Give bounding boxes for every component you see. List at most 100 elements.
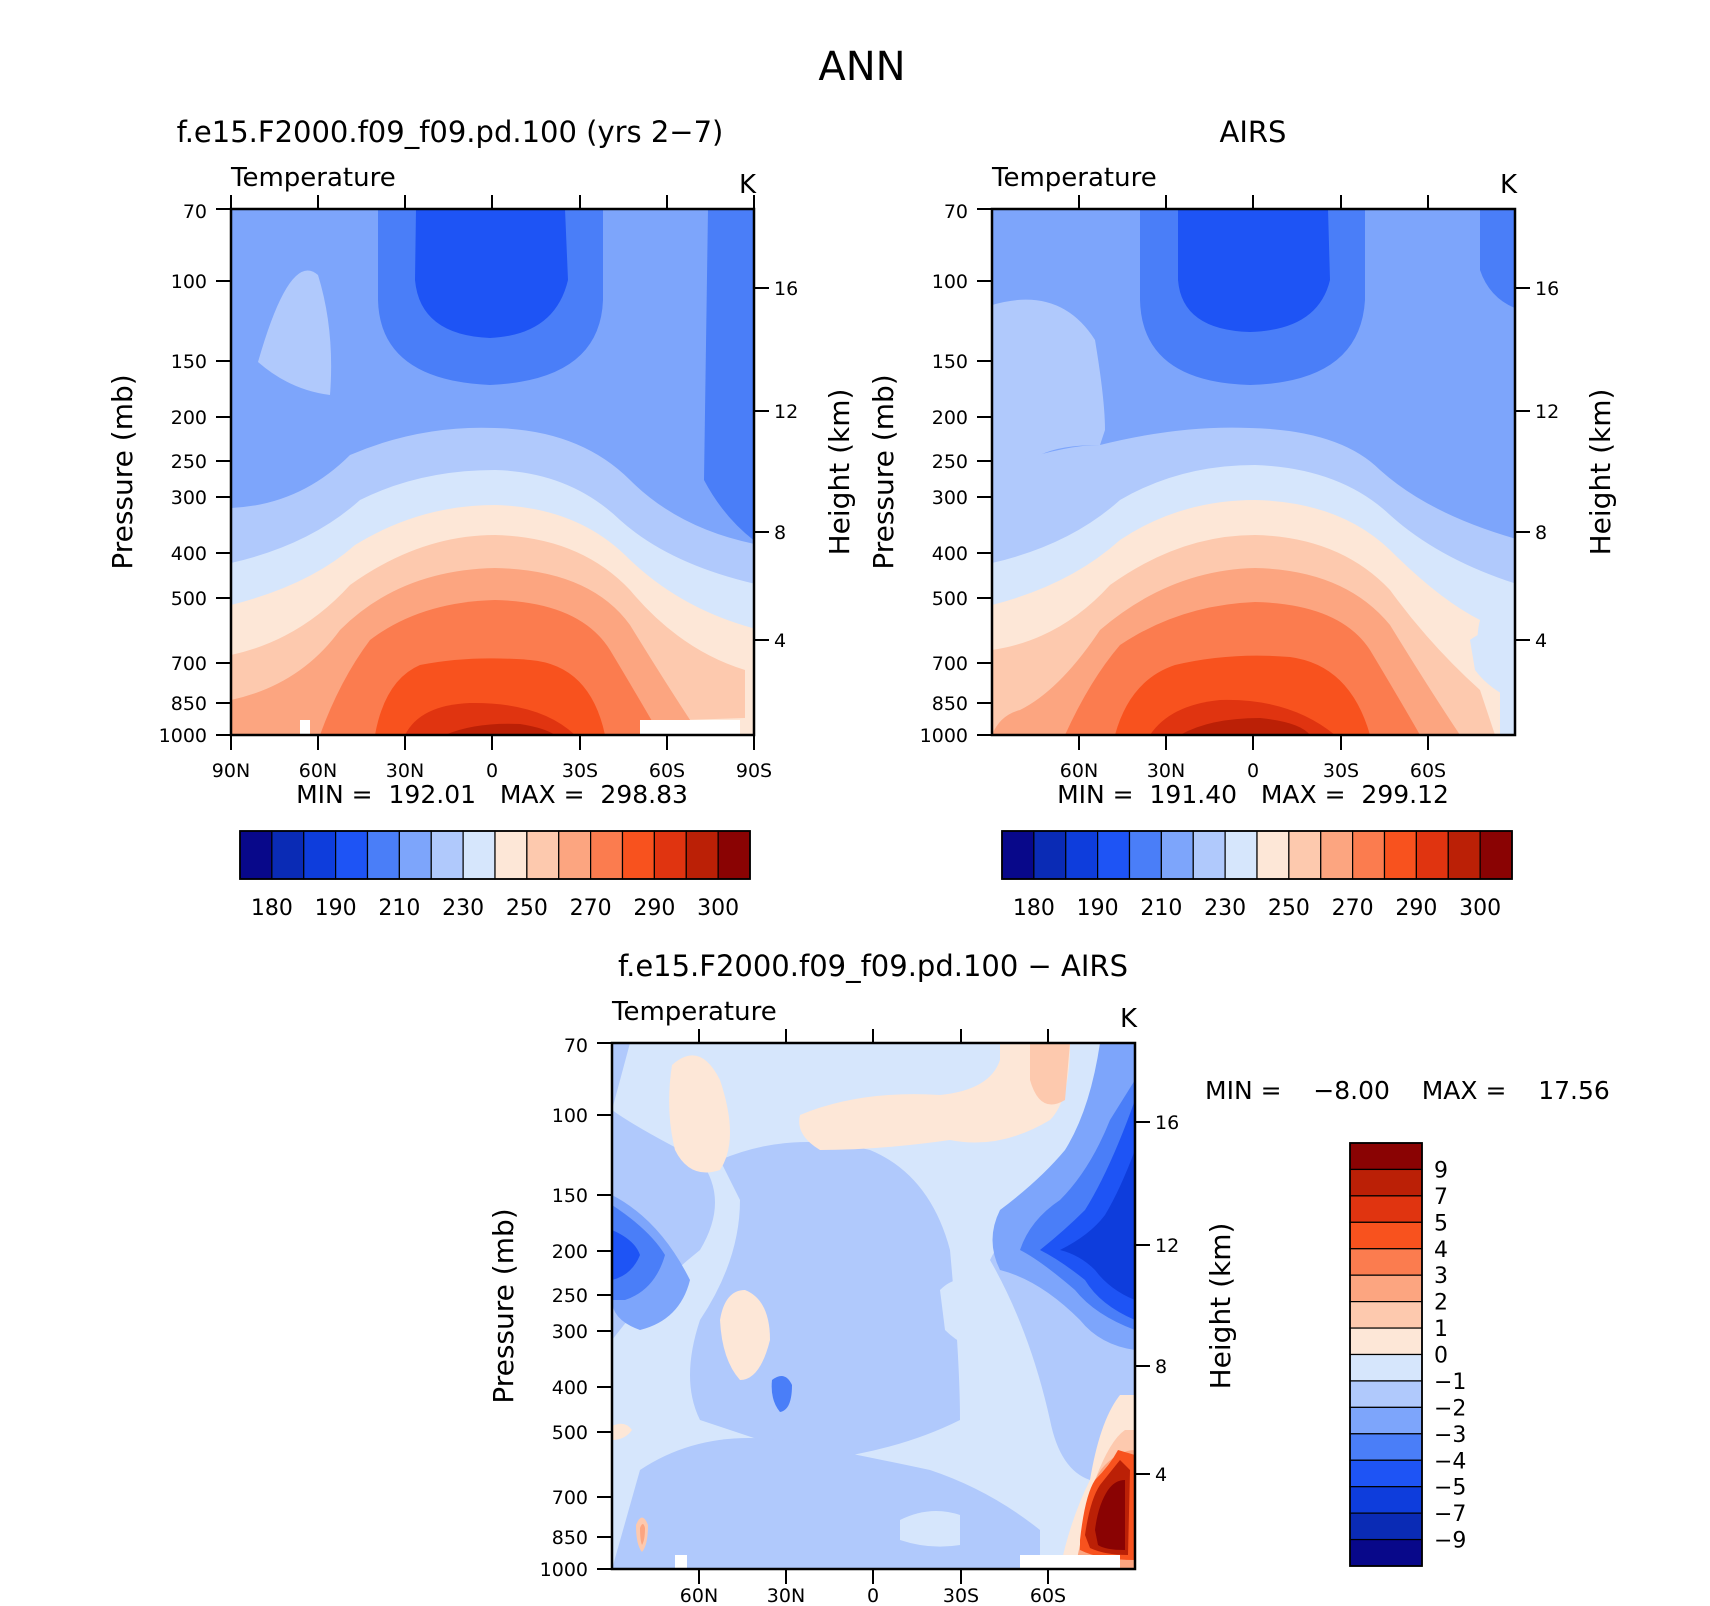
height-tick-label: 8 xyxy=(1155,1356,1167,1378)
variable-label: Temperature xyxy=(991,163,1157,193)
y-tick-label: 100 xyxy=(932,271,968,293)
colorbar-swatch xyxy=(1352,830,1386,880)
colorbar-label: 190 xyxy=(1077,896,1119,921)
x-tick-label: 60N xyxy=(1060,760,1098,782)
height-tick-label: 16 xyxy=(1535,278,1559,300)
right-axis: 16 12 8 4 xyxy=(1515,278,1559,652)
colorbar-label: 290 xyxy=(1395,896,1437,921)
colorbar-label: 210 xyxy=(1140,896,1182,921)
x-tick-label: 60S xyxy=(649,760,685,782)
min-max-label: MIN = 191.40 MAX = 299.12 xyxy=(1057,780,1449,809)
colorbar-swatch xyxy=(621,830,655,880)
colorbar-swatch xyxy=(717,830,751,880)
contour-band xyxy=(612,1423,632,1440)
y-tick-label: 500 xyxy=(932,588,968,610)
colorbar-label: 9 xyxy=(1434,1158,1448,1183)
colorbar-swatch xyxy=(430,830,464,880)
contour-band xyxy=(640,1524,645,1545)
y-tick-label: 100 xyxy=(552,1105,588,1127)
panel-model: f.e15.F2000.f09_f09.pd.100 (yrs 2−7) Tem… xyxy=(106,115,856,921)
colorbar-swatch xyxy=(239,830,273,880)
y-tick-label: 150 xyxy=(552,1185,588,1207)
missing-data xyxy=(300,720,310,735)
y-ticks: 70 100 150 200 250 300 400 500 700 850 1… xyxy=(159,201,231,747)
panel-title: AIRS xyxy=(1220,115,1287,149)
right-axis: 16 12 8 4 xyxy=(754,278,798,652)
y-tick-label: 250 xyxy=(932,451,968,473)
x-tick-marks xyxy=(698,1029,1049,1584)
colorbar-swatch xyxy=(1256,830,1290,880)
y-tick-label: 70 xyxy=(564,1035,588,1057)
contour-band xyxy=(799,1043,1070,1150)
y-tick-marks xyxy=(216,208,231,736)
y-axis-label: Pressure (mb) xyxy=(487,1208,520,1403)
x-tick-label: 30N xyxy=(386,760,424,782)
y-tick-label: 300 xyxy=(932,487,968,509)
right-axis-label: Height (km) xyxy=(1584,389,1617,556)
height-tick-label: 12 xyxy=(1535,401,1559,423)
contour-band xyxy=(612,1230,640,1280)
x-tick-label: 0 xyxy=(486,760,498,782)
colorbar-swatch xyxy=(1349,1380,1423,1408)
x-tick-marks xyxy=(230,195,755,750)
y-tick-label: 500 xyxy=(552,1422,588,1444)
colorbar-label: 190 xyxy=(315,896,357,921)
colorbar-swatch xyxy=(1160,830,1194,880)
colorbar-swatch xyxy=(653,830,687,880)
contour-band xyxy=(720,1290,770,1380)
colorbar-swatch xyxy=(1288,830,1322,880)
colorbar-swatch xyxy=(1033,830,1067,880)
y-tick-label: 200 xyxy=(171,407,207,429)
contour-band xyxy=(1095,1480,1125,1550)
x-tick-label: 30S xyxy=(943,1585,979,1606)
colorbar-swatch xyxy=(1349,1433,1423,1461)
colorbar-label: −9 xyxy=(1434,1529,1466,1554)
missing-data xyxy=(640,720,740,735)
colorbar-swatch xyxy=(1320,830,1354,880)
units-label: K xyxy=(1120,1004,1138,1034)
missing-data xyxy=(1020,1555,1120,1569)
colorbar-label: 270 xyxy=(570,896,612,921)
colorbar-label: −7 xyxy=(1434,1502,1466,1527)
y-ticks: 70 100 150 200 250 300 400 500 700 850 1… xyxy=(540,1035,612,1581)
contour-band xyxy=(900,1511,960,1547)
panel-difference: f.e15.F2000.f09_f09.pd.100 − AIRS Temper… xyxy=(487,949,1610,1606)
y-tick-label: 1000 xyxy=(920,725,968,747)
panel-title: f.e15.F2000.f09_f09.pd.100 (yrs 2−7) xyxy=(177,115,724,149)
min-max-label: MIN = −8.00 MAX = 17.56 xyxy=(1205,1076,1610,1105)
colorbar-swatch xyxy=(462,830,496,880)
colorbar-swatch xyxy=(1349,1486,1423,1514)
colorbar-swatch xyxy=(1349,1459,1423,1488)
colorbar-label: 290 xyxy=(633,896,675,921)
y-tick-marks xyxy=(597,1042,612,1570)
contour-field xyxy=(612,1043,1135,1569)
colorbar-label: 0 xyxy=(1434,1344,1448,1369)
variable-label: Temperature xyxy=(611,997,777,1027)
colorbar-swatch xyxy=(685,830,719,880)
colorbar-swatch xyxy=(1224,830,1258,880)
contour-band xyxy=(415,209,568,338)
colorbar-label: 300 xyxy=(697,896,739,921)
colorbar-swatch xyxy=(1001,830,1035,880)
height-tick-label: 8 xyxy=(1535,522,1547,544)
right-tick-marks xyxy=(1515,287,1530,641)
y-tick-label: 150 xyxy=(171,351,207,373)
y-tick-label: 400 xyxy=(552,1377,588,1399)
right-axis-label: Height (km) xyxy=(823,389,856,556)
colorbar-label: 5 xyxy=(1434,1211,1448,1236)
y-tick-label: 400 xyxy=(171,543,207,565)
height-tick-label: 4 xyxy=(1155,1464,1167,1486)
colorbar-swatch xyxy=(271,830,305,880)
contour-band xyxy=(690,1142,960,1460)
colorbar-label: 180 xyxy=(251,896,293,921)
colorbar-swatch xyxy=(1349,1221,1423,1250)
colorbar-swatch xyxy=(558,830,592,880)
colorbar-label: 4 xyxy=(1434,1238,1448,1263)
y-tick-label: 70 xyxy=(183,201,207,223)
y-tick-label: 200 xyxy=(932,407,968,429)
contour-band xyxy=(1180,718,1310,735)
height-tick-label: 12 xyxy=(1155,1235,1179,1257)
contour-band xyxy=(940,1280,992,1350)
y-tick-label: 200 xyxy=(552,1241,588,1263)
